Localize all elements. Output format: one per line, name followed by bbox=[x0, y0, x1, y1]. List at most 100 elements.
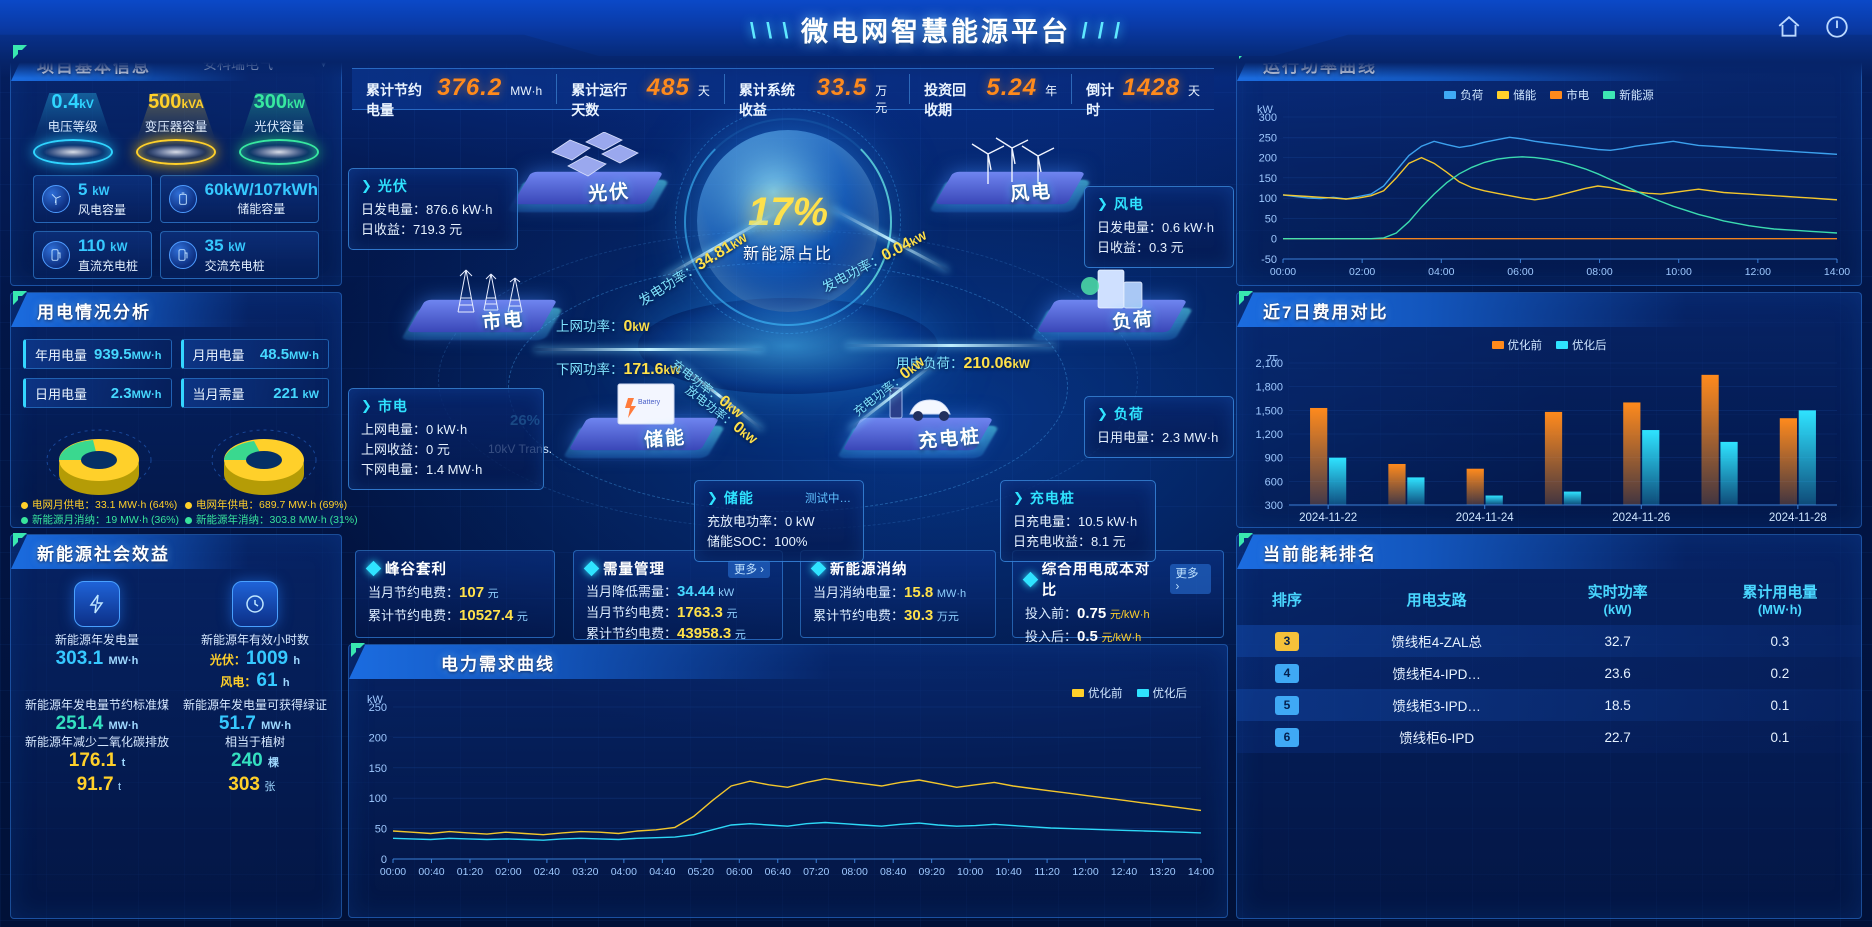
legend-item[interactable]: 优化后 bbox=[1136, 685, 1188, 701]
node-pv[interactable]: 光伏 bbox=[506, 132, 670, 220]
bcard-header: 峰谷套利 bbox=[365, 558, 542, 579]
col-rank: 排序 bbox=[1271, 591, 1302, 609]
infocard-row: 上网电量：0 kW·h bbox=[361, 422, 468, 437]
usage-label: 年用电量 bbox=[35, 347, 88, 363]
table-row[interactable]: 5 馈线柜3-IPD… 18.5 0.1 bbox=[1237, 689, 1861, 721]
legend-label: 优化后 bbox=[1152, 688, 1188, 700]
node-label: 充电桩 bbox=[917, 426, 982, 453]
svg-text:12:40: 12:40 bbox=[1111, 866, 1137, 878]
table-row[interactable]: 6 馈线柜6-IPD 22.7 0.1 bbox=[1237, 721, 1861, 753]
bcard-title: 峰谷套利 bbox=[385, 562, 447, 578]
svg-text:2024-11-22: 2024-11-22 bbox=[1299, 512, 1357, 524]
cell-power: 22.7 bbox=[1604, 729, 1631, 745]
capacity-label: 交流充电桩 bbox=[204, 258, 265, 273]
legend-item[interactable]: 储能 bbox=[1497, 87, 1536, 103]
legend-item: 电网月供电：33.1 MW·h (64%) bbox=[21, 498, 179, 513]
social-value-wrap: 176.1 t bbox=[21, 750, 173, 772]
home-icon[interactable] bbox=[1776, 14, 1802, 45]
demand-curve-chart: kW 0 50 100 150 200 250 00:00 00:40 01:20 02:00 02:… bbox=[367, 695, 1214, 878]
cell-branch: 馈线柜3-IPD… bbox=[1392, 699, 1481, 714]
flow-label-import: 下网功率：171.6kW bbox=[556, 361, 681, 378]
usage-unit: MW·h bbox=[131, 388, 162, 401]
kpi-item: 累计系统收益 33.5 万元 bbox=[725, 74, 911, 118]
infocard-title: 光伏 bbox=[377, 178, 408, 194]
power-icon[interactable] bbox=[1824, 14, 1850, 45]
usage-value: 2.3 bbox=[110, 384, 132, 402]
bcard-label: 投入后： bbox=[1025, 629, 1078, 644]
kpi-unit: MW·h bbox=[510, 84, 543, 98]
power-tower-icon bbox=[457, 269, 523, 313]
infocard-row: 日充电量：10.5 kW·h bbox=[1013, 514, 1138, 529]
cell-branch: 馈线柜6-IPD bbox=[1399, 731, 1475, 746]
cell-power: 23.6 bbox=[1604, 665, 1631, 681]
svg-text:900: 900 bbox=[1265, 453, 1283, 465]
social-value-wrap: 240 棵 bbox=[179, 750, 331, 772]
cost-legend: 优化前 优化后 bbox=[1237, 337, 1861, 353]
legend-item[interactable]: 新能源 bbox=[1603, 87, 1654, 103]
social-unit: t bbox=[121, 757, 126, 769]
infocard-header: ❯ 市电 bbox=[361, 396, 531, 416]
svg-text:50: 50 bbox=[375, 824, 387, 836]
bcard-value: 43958.3 bbox=[677, 625, 732, 642]
ring-unit: kVA bbox=[181, 97, 204, 111]
arrow-icon: ❯ bbox=[361, 398, 372, 413]
capacity-text: 60kW/107kWh 储能容量 bbox=[205, 181, 318, 217]
usage-label: 日用电量 bbox=[35, 386, 88, 402]
legend-label: 新能源月消纳：19 MW·h (36%) bbox=[32, 514, 180, 526]
node-label: 市电 bbox=[481, 309, 526, 334]
legend-item[interactable]: 市电 bbox=[1550, 87, 1589, 103]
infocard-row: 日发电量：876.6 kW·h bbox=[361, 202, 493, 217]
svg-text:kW: kW bbox=[1257, 104, 1274, 116]
node-load[interactable]: 负荷 bbox=[1030, 262, 1194, 348]
bcard-unit: 元 bbox=[516, 611, 528, 623]
kpi-label: 累计节约电量 bbox=[366, 82, 422, 118]
node-ess[interactable]: Battery 储能 bbox=[562, 380, 726, 466]
social-sub-label: 光伏： bbox=[209, 653, 246, 667]
table-row[interactable]: 4 馈线柜4-IPD… 23.6 0.2 bbox=[1237, 657, 1861, 689]
social-label: 新能源年发电量节约标准煤 bbox=[24, 698, 169, 712]
svg-text:01:20: 01:20 bbox=[457, 866, 483, 878]
node-label: 负荷 bbox=[1111, 309, 1156, 334]
charger-icon bbox=[168, 241, 197, 269]
social-value: 240 bbox=[231, 750, 263, 771]
donut-charts bbox=[11, 416, 341, 495]
panel-basic-info: 项目基本信息 安科瑞电气 ▼ 0.4kV 电压等级 500kVA 变压器容量 bbox=[10, 45, 342, 286]
legend-item[interactable]: 优化前 bbox=[1491, 337, 1542, 353]
capacity-grid: 5 kW 风电容量 60kW/107kWh 储能容量 110 kW bbox=[21, 165, 331, 279]
basic-body: 0.4kV 电压等级 500kVA 变压器容量 300kW 光伏容量 bbox=[11, 81, 341, 279]
table-row[interactable]: 3 馈线柜4-ZAL总 32.7 0.3 bbox=[1237, 625, 1861, 657]
legend-swatch bbox=[1136, 689, 1149, 697]
usage-value: 221 bbox=[273, 384, 299, 402]
svg-text:250: 250 bbox=[1259, 132, 1277, 144]
bcard-label: 当月消纳电量： bbox=[813, 585, 905, 600]
infocard-charger: ❯ 充电桩 日充电量：10.5 kW·h 日充电收益：8.1 元 bbox=[1000, 480, 1156, 562]
node-grid[interactable]: 市电 bbox=[400, 262, 564, 348]
legend-item[interactable]: 负荷 bbox=[1444, 87, 1483, 103]
legend-item[interactable]: 优化前 bbox=[1072, 685, 1123, 701]
bcard-row: 当月节约电费：1763.3 元 bbox=[586, 603, 770, 624]
usage-unit: MW·h bbox=[131, 349, 162, 362]
cell-rank: 5 bbox=[1237, 689, 1337, 721]
more-button[interactable]: 更多 › bbox=[727, 559, 770, 578]
legend-item[interactable]: 优化后 bbox=[1556, 337, 1607, 353]
panel-demand-curve: 电力需求曲线 优化前 优化后 kW 0 50 100 150 200 250 00:00 00:… bbox=[348, 643, 1228, 918]
wind-turbine-icon bbox=[42, 185, 70, 213]
svg-text:200: 200 bbox=[1259, 153, 1277, 165]
social-item-pv-generation: 新能源年发电量 303.1 MW·h bbox=[21, 581, 173, 692]
node-wind[interactable]: 风电 bbox=[928, 134, 1092, 220]
svg-text:06:00: 06:00 bbox=[1507, 266, 1533, 278]
bcard-label: 当月节约电费： bbox=[586, 605, 678, 620]
header-actions bbox=[1776, 14, 1850, 45]
usage-value: 48.5 bbox=[259, 345, 290, 363]
panel-title: 新能源社会效益 bbox=[37, 544, 170, 564]
infocard-row: 储能SOC：100% bbox=[707, 534, 808, 549]
more-button[interactable]: 更多 › bbox=[1169, 564, 1211, 594]
donut-year bbox=[199, 416, 319, 495]
legend-swatch bbox=[21, 502, 28, 509]
bcard-unit: 元/kW·h bbox=[1109, 609, 1150, 621]
usage-unit: kW bbox=[302, 388, 320, 401]
power-curve-chart: kW -50 0 50 100 150 200 250 300 00:00 02:00 04:00 06… bbox=[1257, 104, 1850, 278]
legend-label: 优化前 bbox=[1088, 688, 1123, 700]
kpi-unit: 天 bbox=[1187, 84, 1200, 98]
ring-disc bbox=[32, 139, 113, 165]
